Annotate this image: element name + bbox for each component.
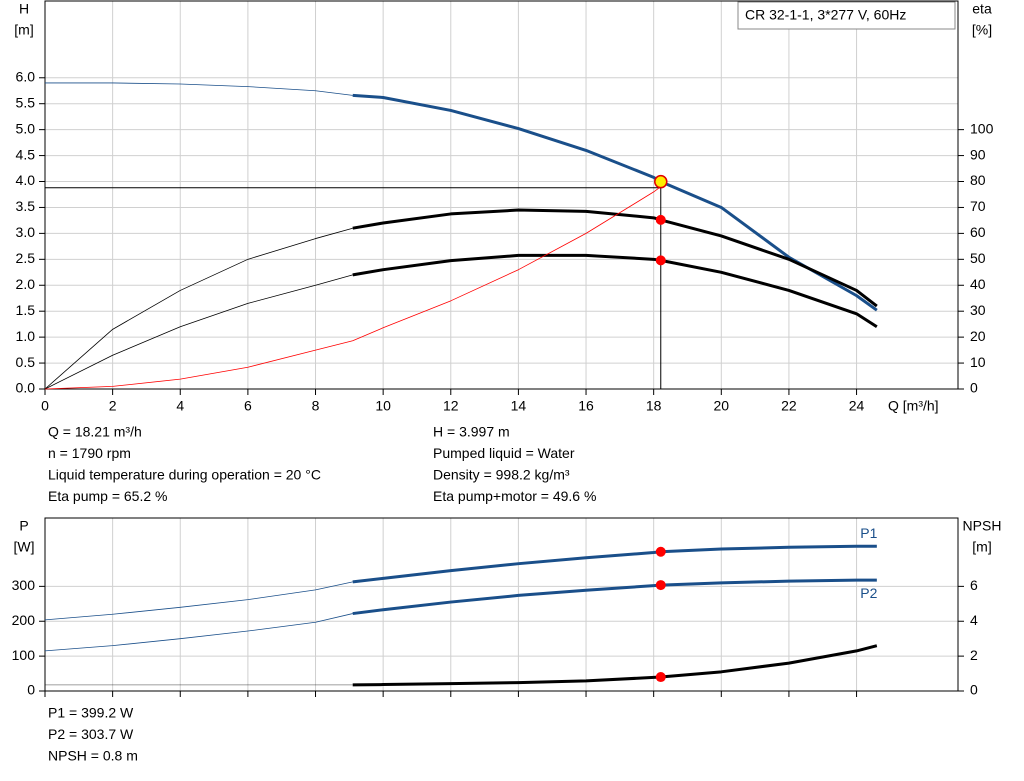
info-text: Pumped liquid = Water <box>433 445 575 461</box>
info-text: Eta pump = 65.2 % <box>48 488 167 504</box>
y-tick-label: 300 <box>12 577 36 593</box>
x-tick-label: 14 <box>511 398 527 414</box>
info-text: P1 = 399.2 W <box>48 705 134 721</box>
x-tick-label: 6 <box>244 398 252 414</box>
operating-point <box>655 546 666 557</box>
curve-bold <box>352 644 878 687</box>
y-tick-label: 4.0 <box>16 172 36 188</box>
x-tick-label: 22 <box>781 398 797 414</box>
y2-tick-label: 6 <box>970 577 978 593</box>
y-axis-label: P <box>19 518 28 534</box>
curve-thin <box>44 613 353 652</box>
y2-tick-label: 100 <box>970 120 994 136</box>
y-tick-label: 200 <box>12 612 36 628</box>
curve-bold <box>352 93 878 312</box>
operating-point <box>654 174 668 189</box>
y2-tick-label: 2 <box>970 647 978 663</box>
y-tick-label: 1.5 <box>16 302 36 318</box>
info-text: Q = 18.21 m³/h <box>48 424 142 440</box>
x-tick-label: 10 <box>375 398 391 414</box>
y-tick-label: 100 <box>12 647 36 663</box>
curve-thin <box>44 186 662 390</box>
y2-tick-label: 0 <box>970 380 978 396</box>
series-label: P2 <box>860 585 877 601</box>
y-tick-label: 2.5 <box>16 250 36 266</box>
y-tick-label: 5.5 <box>16 94 36 110</box>
y-tick-label: 0.0 <box>16 380 36 396</box>
operating-point <box>655 255 666 266</box>
x-tick-label: 24 <box>849 398 865 414</box>
info-text: Eta pump+motor = 49.6 % <box>433 488 596 504</box>
y2-axis-label: NPSH <box>963 518 1002 534</box>
y-axis-unit: [W] <box>14 539 35 555</box>
y2-tick-label: 30 <box>970 302 986 318</box>
y2-tick-label: 80 <box>970 172 986 188</box>
x-tick-label: 8 <box>312 398 320 414</box>
info-text: NPSH = 0.8 m <box>48 748 138 764</box>
curve-bold <box>352 544 877 584</box>
curve-bold <box>352 253 878 329</box>
y-tick-label: 4.5 <box>16 146 36 162</box>
y-tick-label: 2.0 <box>16 276 36 292</box>
x-tick-label: 0 <box>41 398 49 414</box>
info-text: n = 1790 rpm <box>48 445 131 461</box>
y2-tick-label: 4 <box>970 612 978 628</box>
chart-title: CR 32-1-1, 3*277 V, 60Hz <box>745 7 906 23</box>
plot-frame <box>44 0 959 390</box>
operating-point <box>655 672 666 683</box>
x-tick-label: 12 <box>443 398 459 414</box>
y-tick-label: 1.0 <box>16 328 36 344</box>
y-tick-label: 5.0 <box>16 120 36 136</box>
series-label: P1 <box>860 525 877 541</box>
info-text: Density = 998.2 kg/m³ <box>433 467 570 483</box>
y-tick-label: 0.5 <box>16 354 36 370</box>
title-box <box>737 1 956 30</box>
x-tick-label: 16 <box>578 398 594 414</box>
operating-point <box>655 214 666 225</box>
y2-tick-label: 20 <box>970 328 986 344</box>
y2-axis-label: eta <box>972 1 992 17</box>
y2-tick-label: 90 <box>970 146 986 162</box>
curve-thin <box>45 82 353 96</box>
y-tick-label: 0 <box>27 682 35 698</box>
x-tick-label: 2 <box>109 398 117 414</box>
y2-tick-label: 50 <box>970 250 986 266</box>
y-tick-label: 3.5 <box>16 198 36 214</box>
operating-point <box>655 580 666 591</box>
curve-thin <box>44 227 353 390</box>
plot-frame <box>44 517 959 692</box>
x-tick-label: 18 <box>646 398 662 414</box>
y-tick-label: 6.0 <box>16 68 36 84</box>
y2-tick-label: 10 <box>970 354 986 370</box>
x-tick-label: 20 <box>714 398 730 414</box>
curve-thin <box>44 274 353 390</box>
curve-thin <box>44 581 353 621</box>
y-tick-label: 3.0 <box>16 224 36 240</box>
y2-axis-unit: [m] <box>972 539 991 555</box>
info-text: P2 = 303.7 W <box>48 726 134 742</box>
curve-bold <box>352 208 878 308</box>
y2-tick-label: 70 <box>970 198 986 214</box>
y2-tick-label: 0 <box>970 682 978 698</box>
y2-tick-label: 60 <box>970 224 986 240</box>
x-tick-label: 4 <box>176 398 184 414</box>
y-axis-label: H <box>19 1 29 17</box>
y-axis-unit: [m] <box>14 22 33 38</box>
curve-bold <box>352 578 877 616</box>
x-axis-label: Q [m³/h] <box>888 398 939 414</box>
info-text: Liquid temperature during operation = 20… <box>48 467 321 483</box>
y2-axis-unit: [%] <box>972 22 992 38</box>
y2-tick-label: 40 <box>970 276 986 292</box>
info-text: H = 3.997 m <box>433 424 510 440</box>
